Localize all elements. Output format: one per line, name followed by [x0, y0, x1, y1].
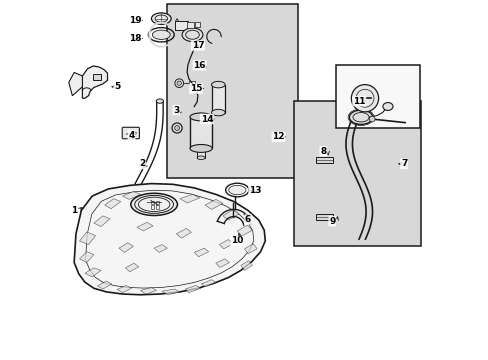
Bar	[315, 215, 332, 220]
Text: 19: 19	[128, 16, 141, 25]
Polygon shape	[104, 199, 121, 209]
Bar	[188, 81, 194, 85]
Bar	[150, 205, 154, 209]
Text: 13: 13	[248, 186, 261, 195]
Polygon shape	[85, 268, 101, 277]
Bar	[195, 22, 200, 27]
Bar	[211, 85, 224, 113]
Ellipse shape	[197, 156, 204, 159]
Polygon shape	[97, 281, 112, 289]
Bar	[167, 4, 298, 178]
Wedge shape	[148, 22, 172, 48]
Polygon shape	[69, 72, 82, 96]
Polygon shape	[119, 243, 133, 252]
Bar	[174, 21, 188, 30]
Ellipse shape	[190, 113, 212, 121]
Text: 11: 11	[352, 96, 365, 105]
Bar	[155, 201, 159, 204]
Polygon shape	[80, 232, 96, 244]
Polygon shape	[82, 66, 107, 98]
Polygon shape	[80, 252, 94, 262]
Text: 17: 17	[191, 41, 204, 50]
Text: 1: 1	[71, 206, 77, 215]
Ellipse shape	[349, 110, 372, 125]
Polygon shape	[137, 222, 153, 231]
Ellipse shape	[211, 81, 224, 88]
Ellipse shape	[151, 13, 171, 24]
Text: 5: 5	[114, 82, 120, 91]
Polygon shape	[219, 239, 233, 249]
Polygon shape	[237, 225, 252, 236]
Polygon shape	[244, 244, 257, 254]
Polygon shape	[117, 285, 131, 293]
Circle shape	[172, 123, 182, 133]
Bar	[315, 157, 332, 163]
Circle shape	[177, 81, 181, 85]
Bar	[187, 22, 193, 28]
Polygon shape	[122, 192, 140, 199]
Bar	[93, 74, 101, 80]
Polygon shape	[204, 199, 223, 210]
Polygon shape	[162, 289, 180, 295]
Text: 18: 18	[129, 34, 141, 43]
Polygon shape	[201, 280, 215, 287]
Polygon shape	[185, 285, 201, 293]
Bar	[335, 65, 419, 128]
Polygon shape	[194, 248, 208, 257]
Text: 2: 2	[139, 159, 145, 168]
Ellipse shape	[135, 195, 173, 213]
Text: 3: 3	[173, 105, 179, 114]
Bar	[197, 148, 204, 158]
Text: 6: 6	[244, 215, 251, 224]
Ellipse shape	[190, 144, 212, 152]
Text: 14: 14	[200, 114, 213, 123]
Ellipse shape	[152, 30, 170, 40]
Polygon shape	[176, 228, 191, 238]
Ellipse shape	[211, 109, 224, 116]
Bar	[190, 117, 212, 148]
Circle shape	[368, 116, 374, 122]
Circle shape	[174, 126, 179, 131]
Bar	[293, 101, 421, 246]
Ellipse shape	[382, 103, 392, 111]
Polygon shape	[74, 184, 265, 295]
Ellipse shape	[131, 193, 177, 216]
Text: 16: 16	[193, 61, 205, 70]
Text: 7: 7	[400, 159, 407, 168]
Text: 12: 12	[272, 132, 284, 141]
Polygon shape	[125, 263, 139, 272]
Circle shape	[351, 85, 378, 112]
Polygon shape	[154, 244, 167, 252]
Polygon shape	[215, 259, 229, 267]
Text: 8: 8	[320, 147, 326, 156]
Text: 4: 4	[128, 131, 135, 140]
Polygon shape	[140, 288, 156, 294]
Polygon shape	[223, 210, 239, 220]
Circle shape	[175, 79, 183, 87]
Polygon shape	[94, 216, 110, 226]
FancyBboxPatch shape	[122, 127, 139, 139]
Ellipse shape	[228, 185, 245, 195]
Polygon shape	[180, 194, 199, 203]
Ellipse shape	[182, 28, 203, 41]
Ellipse shape	[156, 99, 163, 103]
Text: 15: 15	[189, 84, 202, 93]
Bar	[150, 201, 154, 204]
Text: 10: 10	[231, 237, 243, 246]
Polygon shape	[241, 261, 252, 270]
Bar	[155, 205, 159, 209]
Text: 9: 9	[328, 217, 335, 226]
